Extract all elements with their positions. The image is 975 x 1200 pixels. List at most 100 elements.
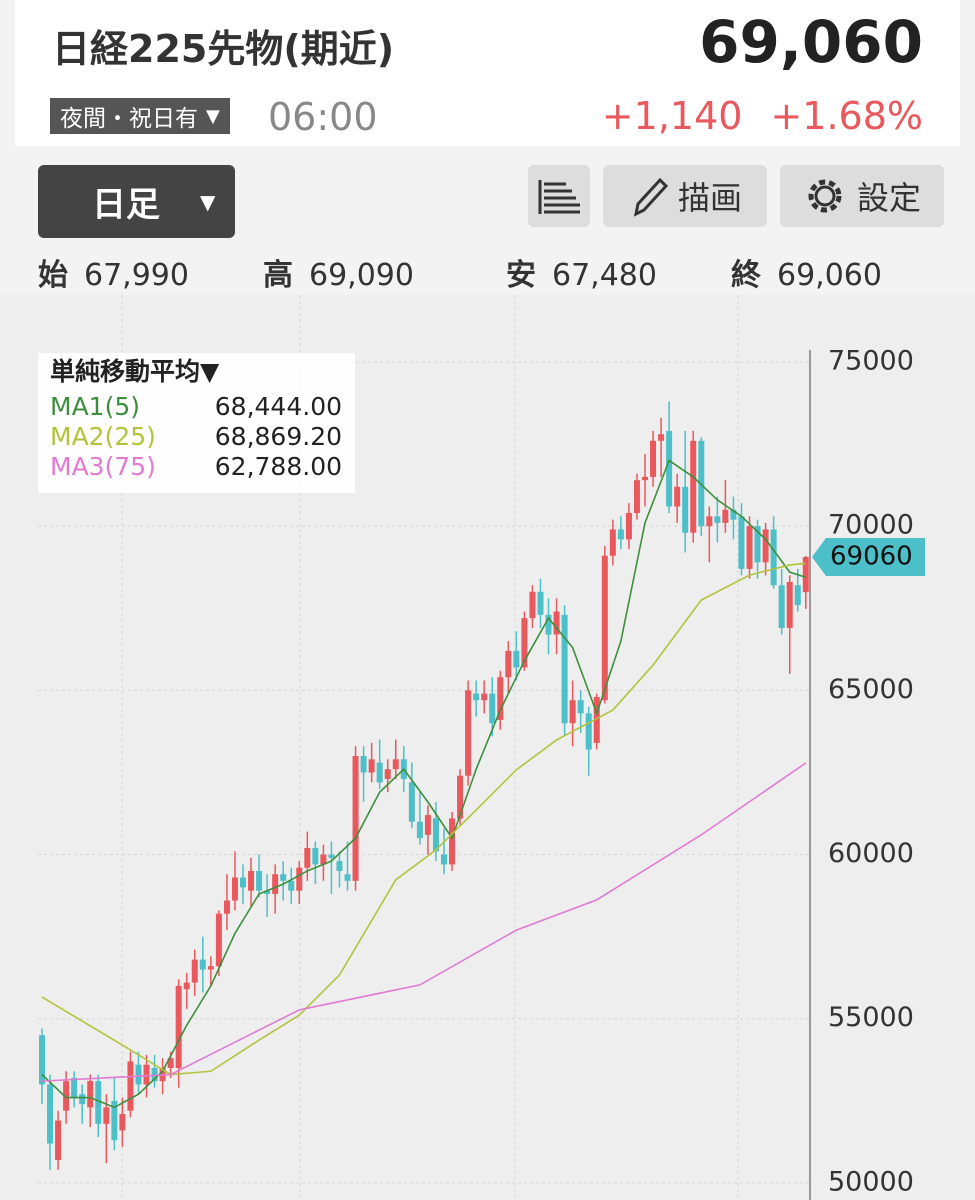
legend-value: 62,788.00 [215,452,342,481]
candle-body [778,585,785,628]
candle-body [706,516,713,527]
y-tick-label: 50000 [828,1166,914,1197]
candle-body [320,854,327,865]
candle-body [650,440,657,477]
ohlc-label: 高 [263,258,293,293]
candle-body [441,854,447,865]
candle-body [553,611,560,635]
candle-body [424,815,431,835]
candle-body [633,480,640,514]
candle-body [489,693,496,724]
ohlc-label: 終 [731,258,761,293]
candle-body [352,756,359,881]
candle-body [264,890,271,894]
ohlc-value: 67,480 [552,258,657,293]
y-tick-label: 60000 [828,838,914,869]
candle-body [682,486,689,533]
candle-body [465,690,472,776]
candle-body [183,982,190,990]
candle-body [376,762,383,783]
candle-body [521,618,528,668]
candle-body [248,870,255,891]
candle-body [167,1058,174,1068]
ohlc-item: 始 67,990 [38,250,189,294]
ohlc-row: 始 67,990 高 69,090 安 67,480 終 69,060 [38,250,938,294]
ohlc-value: 69,060 [777,258,882,293]
candle-body [175,985,182,1068]
candle-body [642,476,648,481]
indicator-button[interactable] [528,165,590,227]
candle-body [272,874,279,894]
candle-body [304,847,311,868]
price-tag-label: 69060 [830,542,913,572]
candle-body [256,870,263,891]
legend-box [38,353,355,493]
session-badge[interactable]: 夜間・祝日有 ▼ [50,98,230,134]
legend-name: MA1(5) [50,392,140,421]
settings-button[interactable]: 設定 [780,165,944,227]
period-button[interactable]: 日足 ▼ [38,165,235,238]
ohlc-value: 69,090 [309,258,414,293]
list-icon [538,180,580,214]
y-tick-label: 70000 [828,510,914,541]
candle-body [802,557,809,593]
candle-body [392,759,399,770]
candle-body [408,782,415,822]
candle-body [207,966,214,970]
draw-label: 描画 [677,179,742,217]
candle-body [601,555,608,701]
candle-body [690,440,697,533]
period-arrow: ▼ [200,189,216,214]
legend-title: 単純移動平均▼ [50,357,220,386]
candle-body [143,1064,150,1085]
draw-button[interactable]: 描画 [603,165,767,227]
candle-body [746,526,753,569]
candle-body [529,591,536,619]
candle-body [738,516,745,569]
candle-body [215,913,222,967]
candle-body [151,1067,158,1082]
candle-body [111,1100,118,1141]
candle-body [344,874,351,881]
chart: 50000 55000 60000 65000 70000 75000 単純移動平均▼ MA1… [0,295,975,1200]
candle-body [336,861,343,871]
candle-body [135,1064,142,1085]
candle-body [296,867,303,891]
candle-body [545,614,552,635]
legend-name: MA3(75) [50,452,156,481]
candle-body [730,509,737,520]
candle-body [505,650,512,678]
legend-name: MA2(25) [50,422,156,451]
price: 69,060 [699,8,923,76]
ohlc-label: 安 [506,258,536,293]
ohlc-item: 終 69,060 [731,250,882,294]
candle-body [449,818,456,865]
candle-body [312,847,319,865]
candle-body [617,529,624,540]
instrument-title: 日経225先物(期近) [52,27,395,71]
candle-body [666,430,673,507]
ma-line [41,562,806,1076]
candle-body [762,529,769,563]
candle-body [231,877,238,901]
candle-body [457,775,464,819]
candle-body [288,880,295,891]
session-arrow: ▼ [206,105,220,127]
candle-body [416,821,423,839]
candle-body [328,854,335,858]
change-pct: +1.68% [770,94,923,138]
candle-body [537,591,544,615]
candle-body [770,529,777,586]
candle-body [513,650,520,668]
candle-body [674,486,681,507]
candle-body [794,585,801,605]
change: +1,140 [601,94,743,138]
candle-body [585,713,592,750]
candle-body [103,1107,110,1124]
candle-body [87,1081,94,1108]
candle-body [658,434,665,441]
candle-body [199,959,206,970]
candle-body [754,526,761,563]
y-tick-label: 65000 [828,674,914,705]
ma-line [41,459,807,1109]
